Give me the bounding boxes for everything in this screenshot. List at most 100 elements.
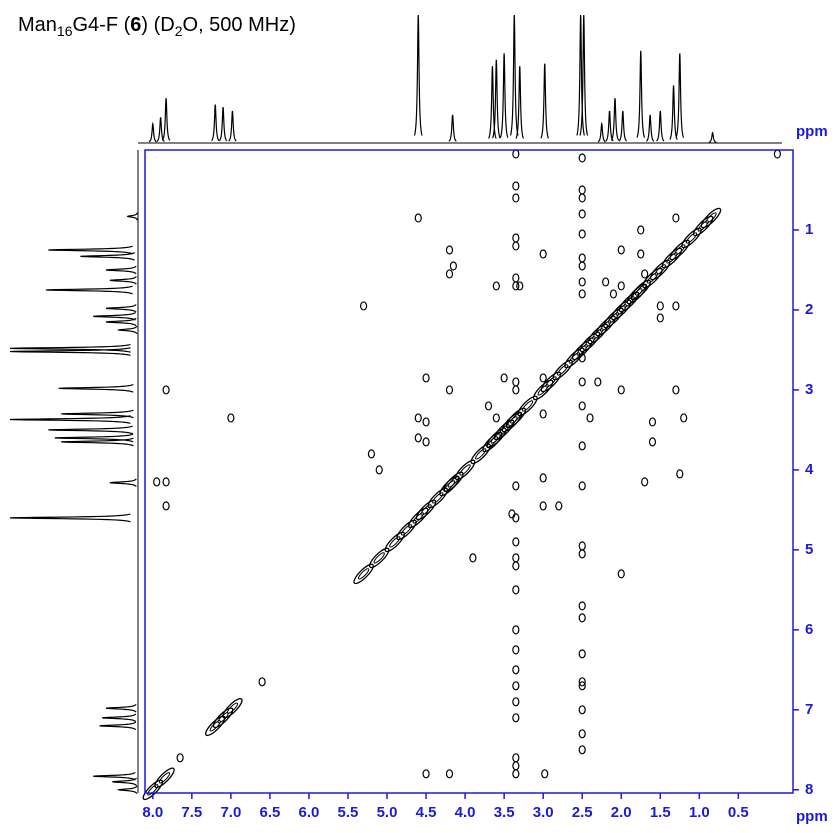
diagonal-peak [642,267,663,289]
cross-peak [508,509,516,519]
cross-peak [555,501,563,511]
diagonal-peak [384,531,406,553]
top-projection-peak [211,104,220,142]
cross-peak [578,705,586,715]
diagonal-peak [603,307,624,329]
diagonal-peak [353,563,374,585]
diagonal-peak [493,419,515,441]
diagonal-peak [454,459,476,481]
side-projection-peak [54,433,134,443]
cross-peak [539,373,547,383]
cross-peak [578,353,586,363]
cross-peak [484,401,493,411]
cross-peak [656,301,664,311]
title-bold: 6 [130,14,141,36]
cross-peak [578,549,586,559]
cross-peak [648,437,657,447]
diagonal-peak [212,707,234,729]
diagonal-peak [552,359,573,381]
top-projection-peak [646,114,655,142]
cross-peak [449,261,457,271]
diagonal-peak-inner [226,702,239,714]
cross-peak [672,213,680,223]
diagonal-peak [540,371,562,393]
diagonal-peak [618,291,640,313]
top-projection-peak [669,85,678,140]
diagonal-peak [439,475,460,497]
diagonal-peak-inner [654,264,666,276]
title-part: O, 500 MHz) [183,14,296,36]
y-tick-label: 6 [805,621,813,638]
cross-peak [422,769,430,779]
top-projection-peak [488,66,497,139]
diagonal-peak-inner [674,244,686,256]
diagonal-peak [427,487,449,509]
x-tick-label: 6.5 [259,804,280,821]
cross-peak [641,269,649,279]
cross-peak [539,409,547,419]
cross-peak [162,501,170,511]
side-projection-peak [116,785,138,794]
x-tick-label: 6.0 [299,804,320,821]
side-projection-peak [99,721,137,731]
y-tick-label: 3 [805,381,813,398]
cross-peak [375,465,383,475]
x-axis-label: ppm [796,808,828,825]
x-tick-label: 2.0 [611,804,632,821]
x-tick-label: 1.0 [689,804,710,821]
cross-peak [512,537,520,547]
x-tick-label: 5.5 [338,804,359,821]
cross-peak [641,477,649,487]
cross-peak [422,417,430,427]
cross-peak [773,149,781,159]
diagonal-peak-inner [447,476,460,488]
cross-peak [617,245,625,255]
cross-peak [512,181,520,191]
diagonal-peak [532,379,554,401]
cross-peak [445,769,454,779]
top-projection-peak [161,98,171,141]
diagonal-peak-inner [432,492,444,504]
x-tick-label: 7.5 [181,804,202,821]
title-subscript: 16 [57,23,73,39]
diagonal-peak [700,207,722,229]
cross-peak [609,289,618,299]
cross-peak [676,469,684,479]
diagonal-peak [669,239,691,261]
cross-peak [578,277,586,287]
side-projection-peak [105,304,137,313]
cross-peak [578,729,586,739]
cross-peak [445,269,454,279]
diagonal-peak [486,427,507,449]
cross-peak [512,385,520,395]
diagonal-peak-inner [685,232,698,244]
cross-peak [512,193,520,203]
cross-peak [512,233,520,243]
top-projection-peak [576,14,585,136]
side-projection-peak [105,703,137,713]
cross-peak [586,413,594,423]
cross-peak [578,253,586,263]
y-tick-label: 5 [805,541,813,558]
side-projection-peak [48,245,133,255]
diagonal-peak-inner [400,524,413,536]
cross-peak [422,373,430,383]
cross-peak [512,377,520,387]
cross-peak [414,213,422,223]
cross-peak [512,697,520,707]
cross-peak [578,153,586,163]
cross-peak [512,625,520,635]
cross-peak [578,681,586,691]
cross-peak [367,449,376,459]
cross-peak [153,477,161,487]
top-projection-peak [515,66,525,139]
cross-peak [578,185,586,195]
cross-peak [512,553,520,563]
top-projection-peak [656,110,665,142]
cross-peak [637,225,645,235]
cross-peak [541,769,549,779]
top-projection-peak [675,53,685,138]
y-tick-label: 1 [805,221,813,238]
diagonal-peak [470,443,491,465]
diagonal-peak-inner [373,552,385,564]
